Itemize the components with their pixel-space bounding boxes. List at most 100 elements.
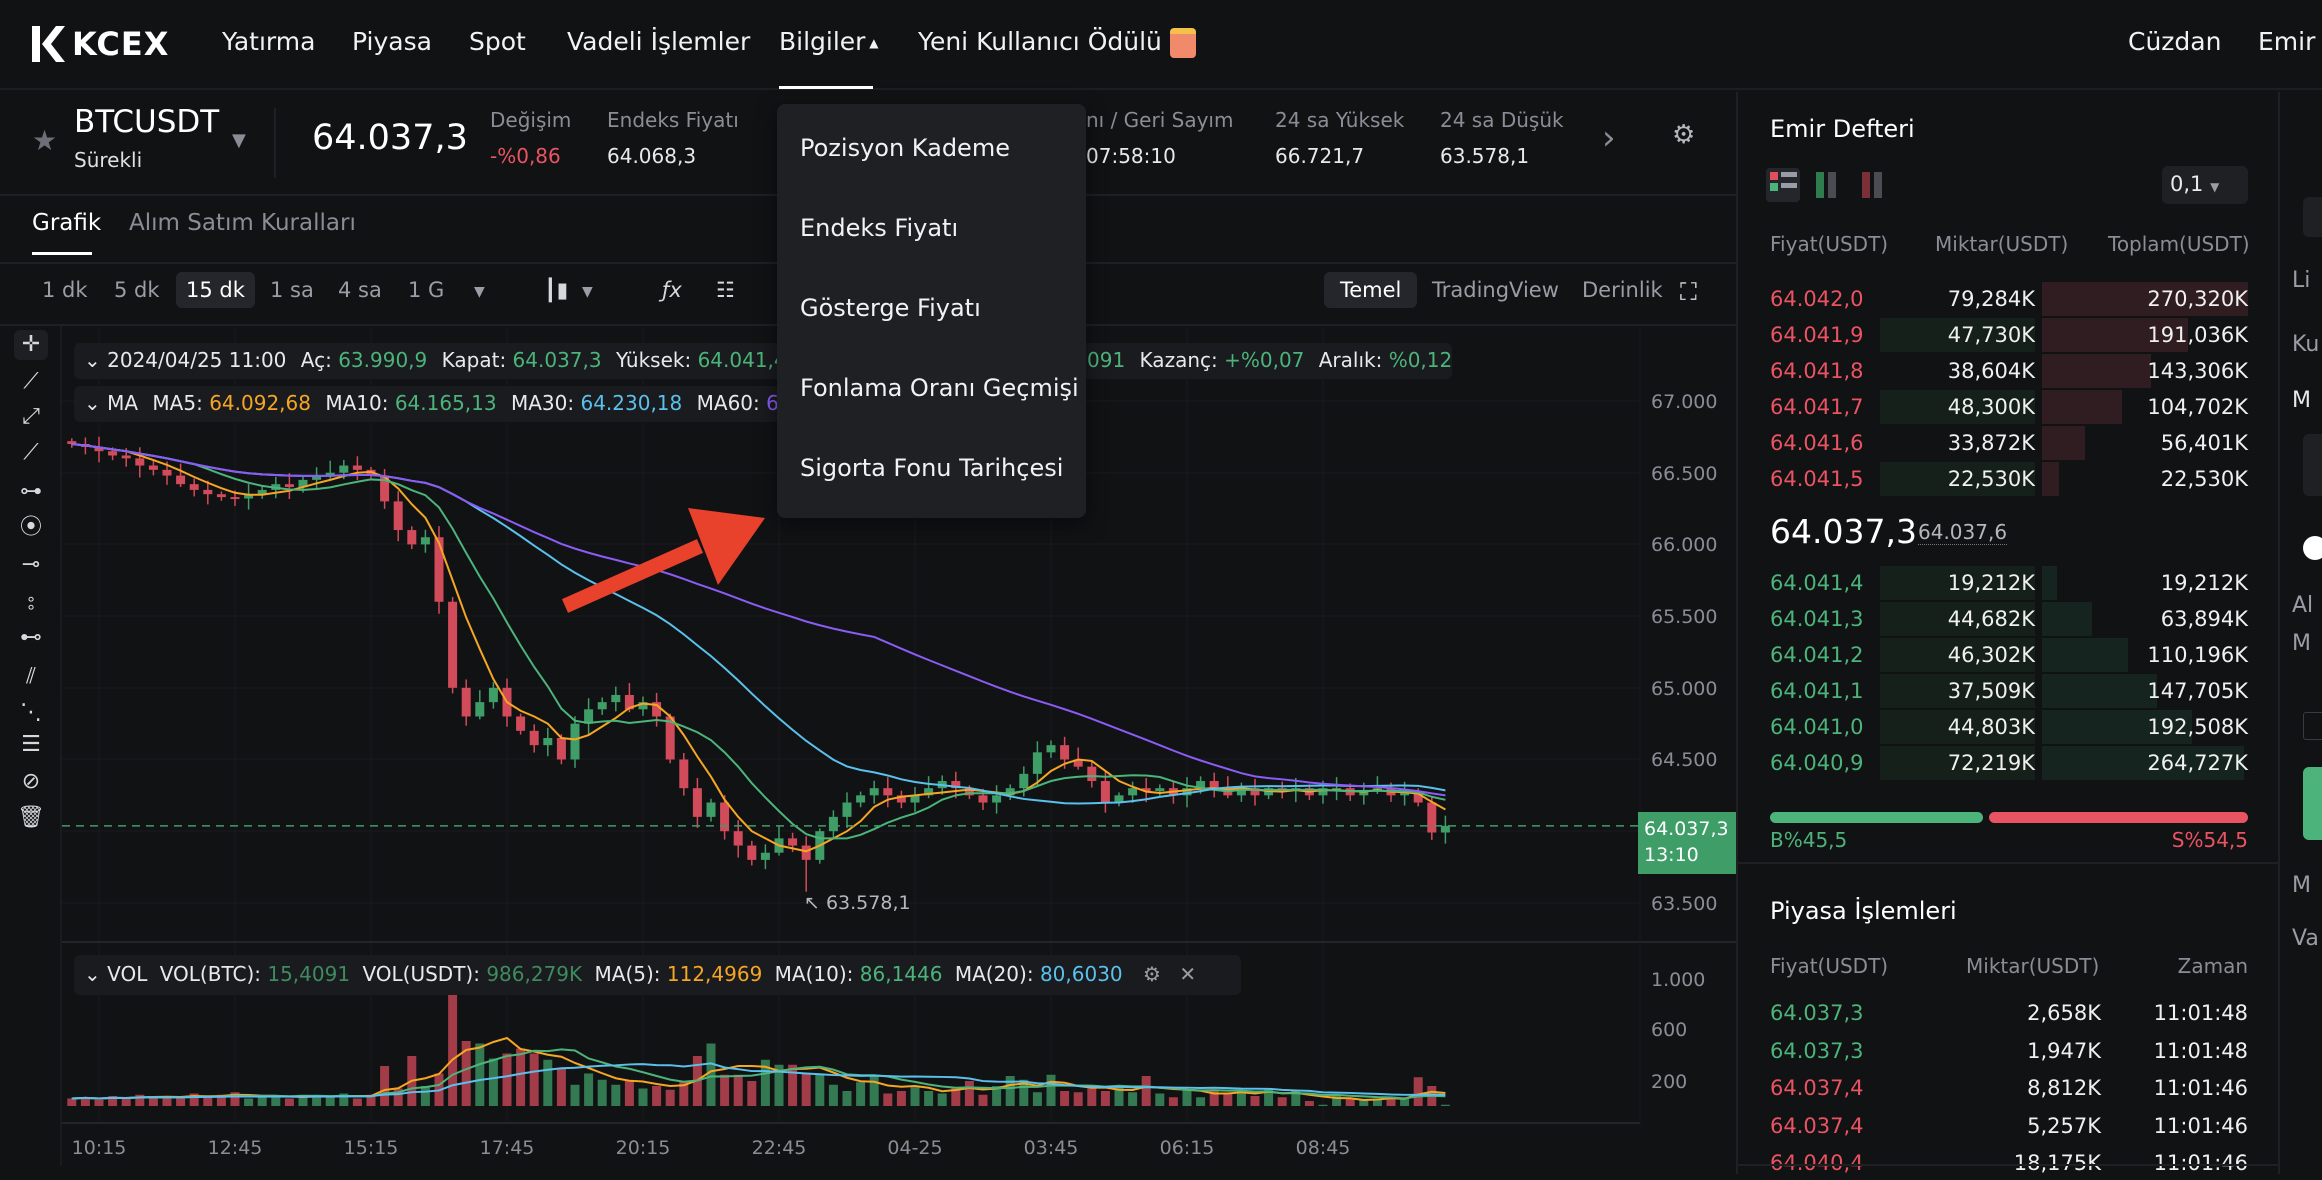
candle-type-icon[interactable]: ┃▮ xyxy=(544,278,569,302)
interval-4h[interactable]: 4 sa xyxy=(338,278,382,302)
volume-bar xyxy=(216,1094,226,1106)
trash-icon[interactable]: 🗑 xyxy=(17,805,45,830)
vol-close-icon[interactable]: ✕ xyxy=(1179,962,1197,986)
volume-bar xyxy=(679,1081,689,1106)
bid-row[interactable]: 64.040,9 72,219K 264,727K xyxy=(1770,746,2248,780)
settings-sliders-icon[interactable]: ⚙ xyxy=(1672,120,1696,150)
ray-icon[interactable]: ⤢ xyxy=(22,404,40,429)
open-long-button[interactable] xyxy=(2303,767,2322,840)
hide-drawings-icon[interactable]: ⊘ xyxy=(21,769,41,794)
view-basic[interactable]: Temel xyxy=(1324,272,1418,308)
form-label: M xyxy=(2292,631,2311,656)
collapse-chevron-icon[interactable]: ⌄ xyxy=(84,348,101,372)
horizontal-segment-icon[interactable]: ⊸ xyxy=(21,552,41,577)
bid-row[interactable]: 64.041,2 46,302K 110,196K xyxy=(1770,638,2248,672)
tab-trading-rules[interactable]: Alım Satım Kuralları xyxy=(129,210,356,236)
menu-item-index-price[interactable]: Endeks Fiyatı xyxy=(800,214,959,242)
info-dropdown-menu: Pozisyon Kademe Endeks Fiyatı Gösterge F… xyxy=(777,104,1086,518)
volume-bar xyxy=(774,1064,784,1106)
interval-1d[interactable]: 1 G xyxy=(408,278,445,302)
symbol-name[interactable]: BTCUSDT xyxy=(74,104,220,140)
price-label-icon[interactable]: ⊷ xyxy=(20,625,42,650)
divider xyxy=(2278,92,2280,1174)
checkbox[interactable] xyxy=(2303,712,2322,740)
trend-line-icon[interactable]: ⟋ xyxy=(23,369,39,394)
interval-1h[interactable]: 1 sa xyxy=(270,278,314,302)
nav-wallet[interactable]: Cüzdan xyxy=(2128,27,2222,56)
vol-ma10-label: MA(10): xyxy=(774,962,854,986)
more-intervals-caret-icon[interactable]: ▼ xyxy=(474,284,485,300)
nav-spot[interactable]: Spot xyxy=(469,27,526,56)
row-total: 63,894K xyxy=(2160,607,2248,631)
ob-mark-price[interactable]: 64.037,6 xyxy=(1918,520,2008,545)
menu-item-insurance-fund[interactable]: Sigorta Fonu Tarihçesi xyxy=(800,454,1064,482)
favorite-star-icon[interactable]: ★ xyxy=(32,124,58,157)
menu-item-position-tier[interactable]: Pozisyon Kademe xyxy=(800,134,1010,162)
view-asks-icon[interactable] xyxy=(1862,172,1870,198)
parallel-channel-icon[interactable]: ⫽ xyxy=(26,664,36,689)
view-both-icon[interactable] xyxy=(1766,168,1800,202)
view-tradingview[interactable]: TradingView xyxy=(1432,278,1559,302)
menu-item-mark-price[interactable]: Gösterge Fiyatı xyxy=(800,294,981,322)
volume-bar xyxy=(461,1041,471,1106)
low-marker: ↖ 63.578,1 xyxy=(804,892,911,914)
fib-retracement-icon[interactable]: ☰ xyxy=(21,732,41,757)
volume-axis-label: 1.000 xyxy=(1651,969,1705,991)
nav-market[interactable]: Piyasa xyxy=(352,27,432,56)
bid-row[interactable]: 64.041,3 44,682K 63,894K xyxy=(1770,602,2248,636)
nav-futures[interactable]: Vadeli İşlemler xyxy=(567,27,751,56)
amount-bar xyxy=(1880,602,2035,636)
row-total: 192,508K xyxy=(2147,715,2248,739)
toggle-knob[interactable] xyxy=(2303,536,2322,560)
vol-settings-icon[interactable]: ⚙ xyxy=(1143,962,1161,986)
volume-bar xyxy=(556,1068,566,1106)
depth-bar xyxy=(2042,282,2248,316)
precision-select[interactable]: 0,1 ▼ xyxy=(2162,166,2248,204)
interval-5m[interactable]: 5 dk xyxy=(114,278,160,302)
current-price-tag: 64.037,3 13:10 xyxy=(1638,812,1736,874)
nav-orders[interactable]: Emir xyxy=(2258,27,2316,56)
horizontal-ray-icon[interactable]: ⦿ xyxy=(19,515,42,540)
bid-row[interactable]: 64.041,1 37,509K 147,705K xyxy=(1770,674,2248,708)
row-amount: 46,302K xyxy=(1947,643,2035,667)
ask-row[interactable]: 64.041,5 22,530K 22,530K xyxy=(1770,462,2248,496)
view-depth[interactable]: Derinlik xyxy=(1582,278,1663,302)
interval-1m[interactable]: 1 dk xyxy=(42,278,88,302)
chart-type-caret-icon[interactable]: ▼ xyxy=(582,284,593,300)
fullscreen-icon[interactable]: ⛶ xyxy=(1680,278,1697,306)
pitchfork-icon[interactable]: ⋱ xyxy=(20,700,42,725)
bid-row[interactable]: 64.041,0 44,803K 192,508K xyxy=(1770,710,2248,744)
order-type-field[interactable] xyxy=(2303,197,2322,237)
horizontal-line-icon[interactable]: ⊶ xyxy=(20,479,42,504)
scroll-right-chevron-icon[interactable]: › xyxy=(1602,118,1616,158)
extended-line-icon[interactable]: ⟋ xyxy=(23,440,39,465)
time-axis-label: 20:15 xyxy=(616,1137,671,1159)
view-bids-icon[interactable] xyxy=(1816,172,1824,198)
candle xyxy=(842,792,852,828)
crosshair-icon[interactable]: ✛ xyxy=(14,330,48,360)
collapse-chevron-icon[interactable]: ⌄ xyxy=(84,391,101,415)
interval-15m[interactable]: 15 dk xyxy=(176,272,255,308)
ask-row[interactable]: 64.041,6 33,872K 56,401K xyxy=(1770,426,2248,460)
symbol-dropdown-icon[interactable]: ▼ xyxy=(232,130,246,151)
tab-chart[interactable]: Grafik xyxy=(32,210,102,236)
kcex-logo[interactable]: KCEX xyxy=(28,20,169,68)
collapse-chevron-icon[interactable]: ⌄ xyxy=(84,962,101,986)
layout-grid-icon[interactable]: ☷ xyxy=(716,278,735,302)
nav-deposit[interactable]: Yatırma xyxy=(222,27,316,56)
row-amount: 19,212K xyxy=(1947,571,2035,595)
menu-item-funding-history[interactable]: Fonlama Oranı Geçmişi xyxy=(800,374,1079,402)
candle xyxy=(393,491,403,542)
bid-row[interactable]: 64.041,4 19,212K 19,212K xyxy=(1770,566,2248,600)
close-value: 64.037,3 xyxy=(512,348,602,372)
ask-row[interactable]: 64.041,8 38,604K 143,306K xyxy=(1770,354,2248,388)
vertical-line-icon[interactable]: ⦂ xyxy=(27,590,35,615)
nav-new-user-reward[interactable]: Yeni Kullanıcı Ödülü xyxy=(918,27,1196,58)
ask-row[interactable]: 64.042,0 79,284K 270,320K xyxy=(1770,282,2248,316)
amount-input[interactable] xyxy=(2303,434,2322,496)
ask-row[interactable]: 64.041,9 47,730K 191,036K xyxy=(1770,318,2248,352)
indicators-fx-icon[interactable]: ƒx xyxy=(662,278,682,302)
nav-info[interactable]: Bilgiler ▲ xyxy=(779,27,879,56)
volume-bar xyxy=(842,1091,852,1106)
ask-row[interactable]: 64.041,7 48,300K 104,702K xyxy=(1770,390,2248,424)
